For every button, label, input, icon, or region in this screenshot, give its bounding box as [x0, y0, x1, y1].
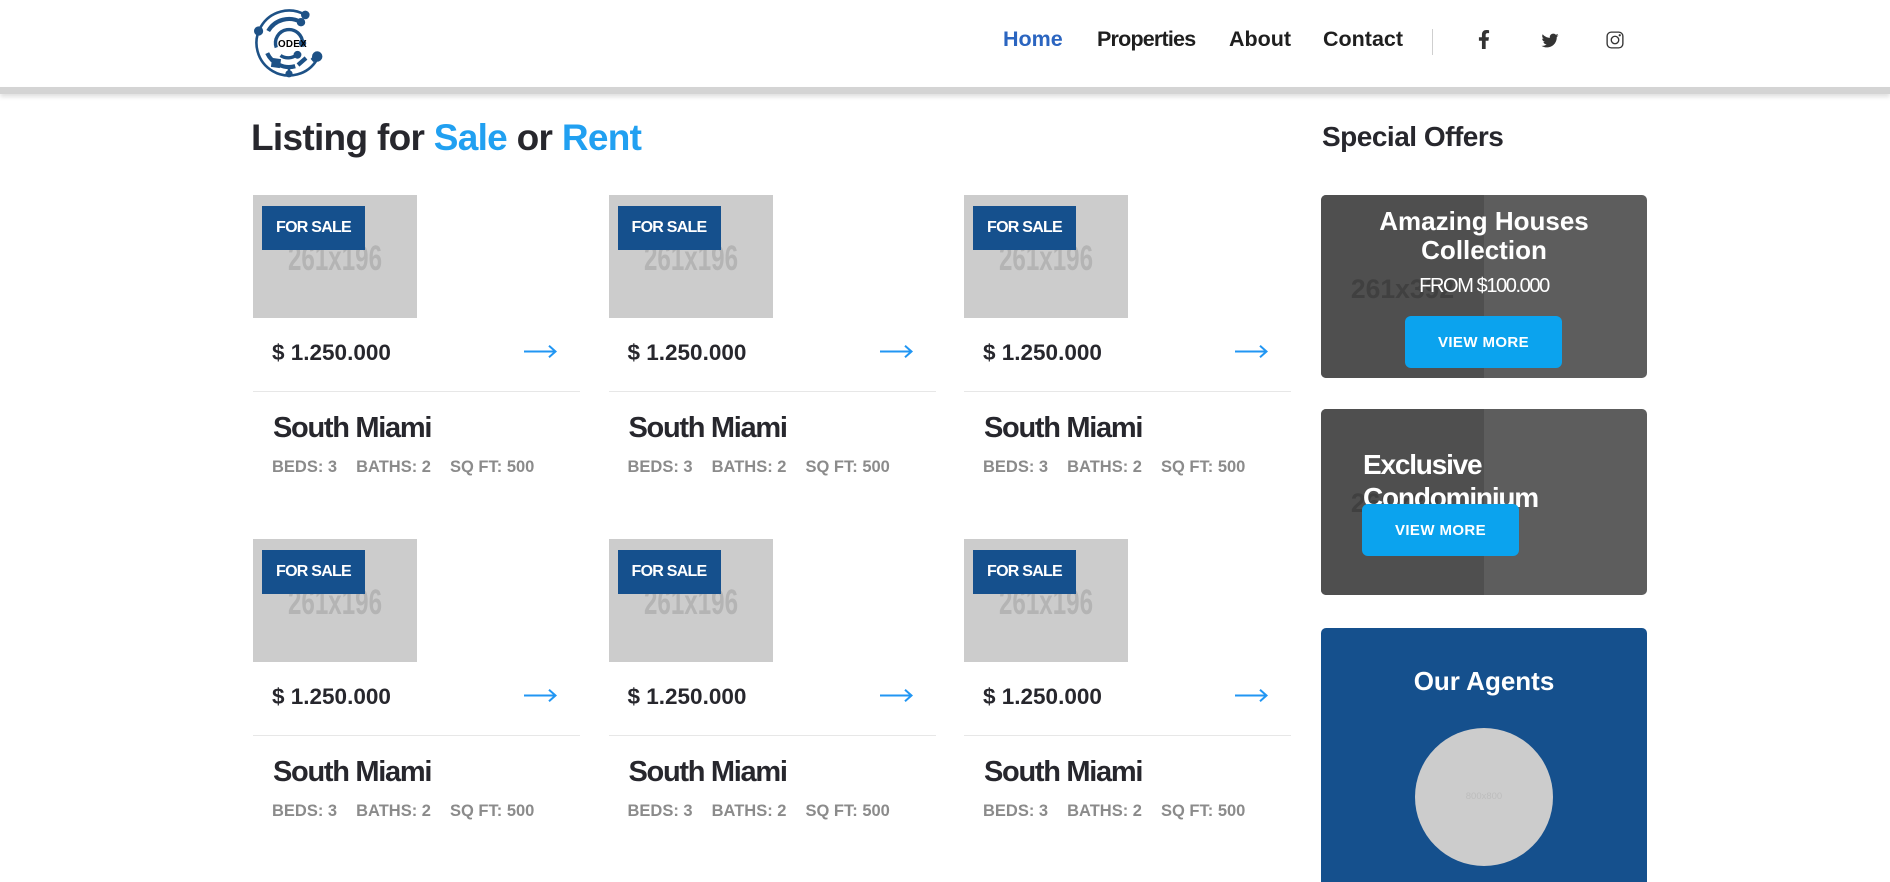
svg-text:ODEX: ODEX	[278, 39, 307, 50]
